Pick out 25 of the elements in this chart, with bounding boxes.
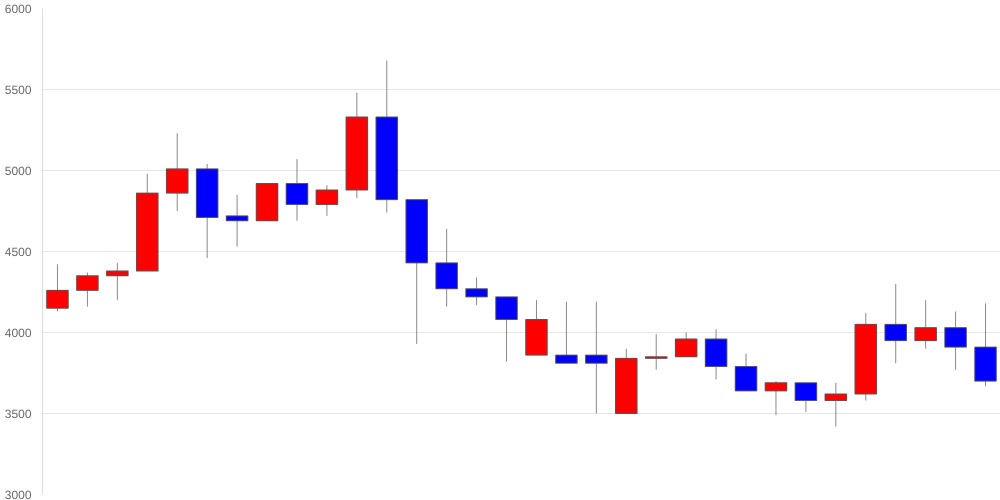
y-tick-label: 4000 <box>4 326 32 340</box>
candlestick <box>465 276 488 306</box>
candlestick <box>585 301 608 414</box>
candlestick <box>824 382 848 427</box>
candlestick <box>316 184 338 216</box>
candlestick <box>46 264 69 312</box>
y-tick-label: 5500 <box>4 83 32 97</box>
candlestick <box>495 296 518 362</box>
candlestick <box>944 310 967 370</box>
y-tick-label: 6000 <box>4 2 32 16</box>
y-tick-label: 3500 <box>4 407 32 421</box>
y-tick-label: 5000 <box>4 164 32 178</box>
y-tick-label: 4500 <box>4 245 32 259</box>
candlestick <box>674 332 698 358</box>
candlestick <box>555 301 578 364</box>
candlestick <box>764 380 788 416</box>
candlestick <box>884 283 907 364</box>
candlestick <box>226 194 248 248</box>
candlestick <box>76 272 99 308</box>
y-tick-label: 3000 <box>4 488 32 500</box>
candlestick <box>914 300 937 350</box>
candlestick <box>794 382 818 412</box>
candlestick <box>286 158 308 222</box>
candlestick <box>644 334 668 370</box>
candlestick <box>106 262 129 301</box>
